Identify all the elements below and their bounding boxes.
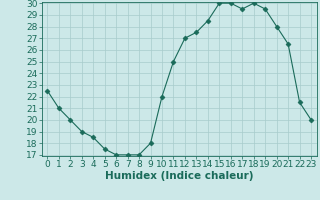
X-axis label: Humidex (Indice chaleur): Humidex (Indice chaleur) [105,171,253,181]
